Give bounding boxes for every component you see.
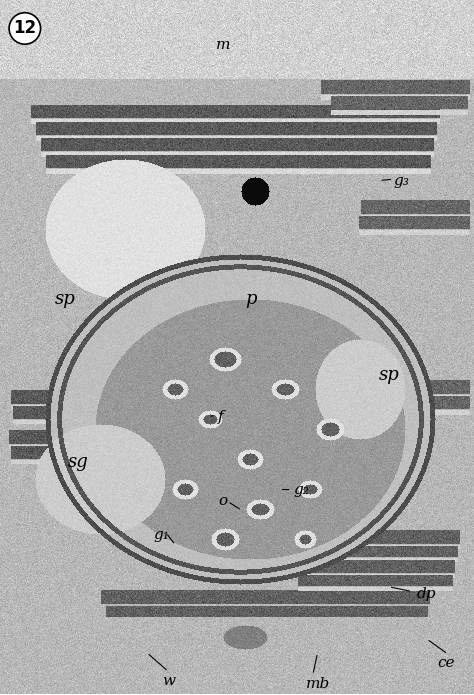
Text: dp: dp bbox=[417, 587, 437, 600]
Text: sg: sg bbox=[68, 452, 89, 471]
Text: ce: ce bbox=[438, 656, 455, 670]
Text: f: f bbox=[218, 409, 224, 424]
Text: m: m bbox=[216, 38, 230, 52]
Text: o: o bbox=[218, 494, 228, 508]
Text: sp: sp bbox=[379, 366, 400, 384]
Text: sp: sp bbox=[55, 290, 75, 308]
Text: 12: 12 bbox=[13, 19, 36, 38]
Text: w: w bbox=[162, 673, 175, 687]
Text: mb: mb bbox=[305, 677, 330, 691]
Text: g₁: g₁ bbox=[153, 528, 169, 541]
Text: g₂: g₂ bbox=[294, 482, 310, 496]
Text: p: p bbox=[246, 290, 257, 308]
Text: g₃: g₃ bbox=[393, 174, 409, 188]
